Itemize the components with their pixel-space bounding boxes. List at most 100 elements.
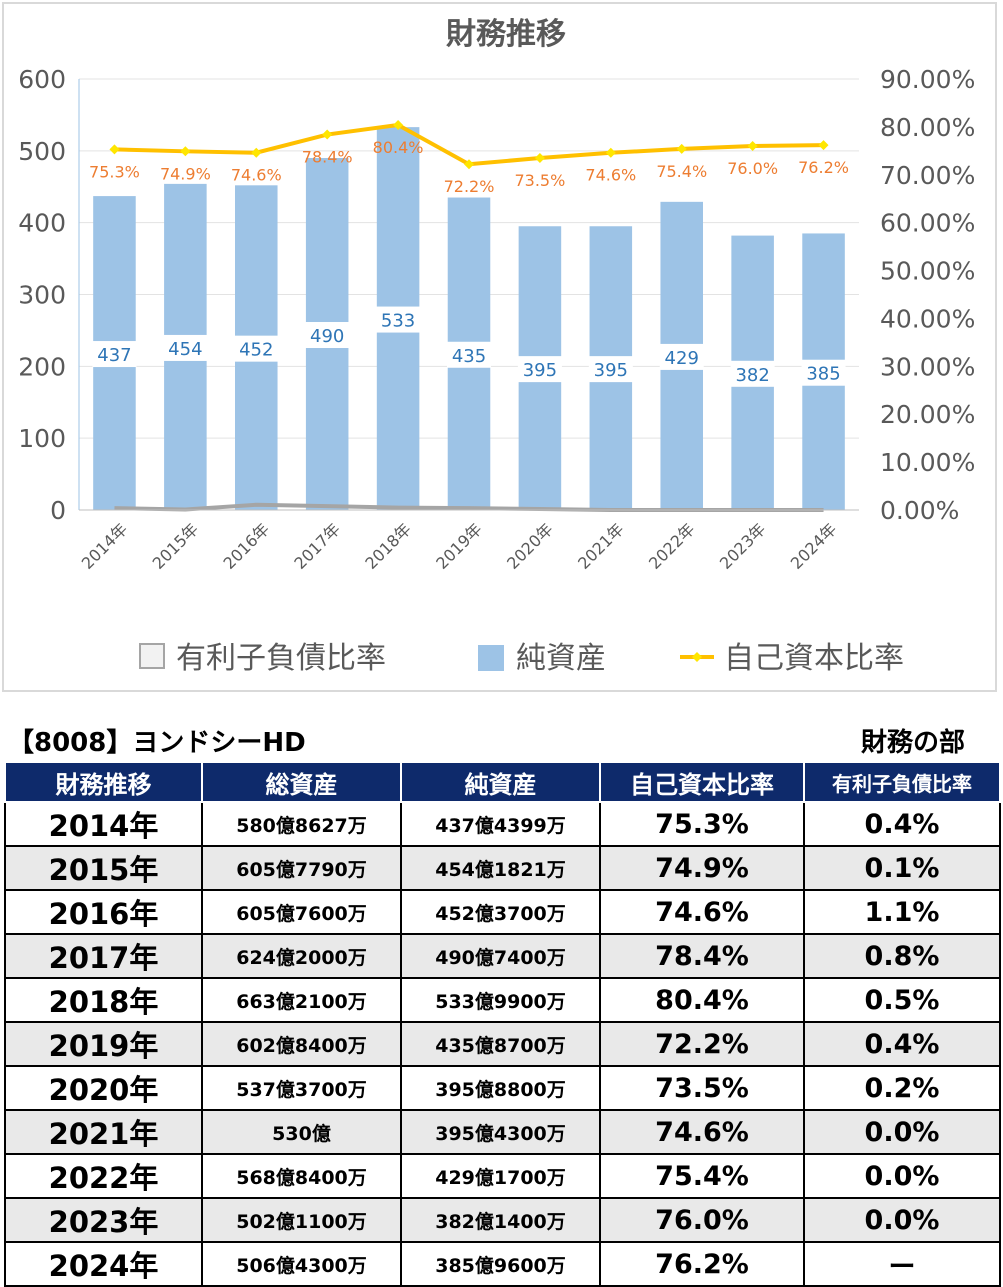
bar-data-label: 395 xyxy=(594,360,628,381)
cell-year: 2015年 xyxy=(4,845,203,891)
table-row: 2020年 537億3700万 395億8800万 73.5% 0.2% xyxy=(4,1065,1001,1111)
cell-total-assets: 506億4300万 xyxy=(201,1241,402,1287)
cell-debt-ratio: 0.1% xyxy=(803,845,1001,891)
legend-swatch-net-assets xyxy=(478,645,504,671)
right-axis-tick-label: 60.00% xyxy=(880,209,975,238)
cell-equity-ratio: 73.5% xyxy=(599,1065,805,1111)
x-axis-category-label: 2019年 xyxy=(432,519,486,573)
cell-net-assets: 454億1821万 xyxy=(400,845,601,891)
legend-label-net-assets: 純資産 xyxy=(516,641,606,676)
chart-title: 財務推移 xyxy=(446,17,566,52)
x-axis-category-label: 2018年 xyxy=(361,519,415,573)
equity-ratio-marker xyxy=(393,119,404,130)
bar-label-background xyxy=(588,356,633,383)
cell-total-assets: 605億7600万 xyxy=(201,889,402,935)
cell-year: 2016年 xyxy=(4,889,203,935)
cell-equity-ratio: 72.2% xyxy=(599,1021,805,1067)
cell-net-assets: 382億1400万 xyxy=(400,1197,601,1243)
equity-ratio-marker xyxy=(605,147,616,158)
cell-total-assets: 537億3700万 xyxy=(201,1065,402,1111)
equity-ratio-marker xyxy=(180,146,191,157)
x-axis-category-label: 2024年 xyxy=(787,519,841,573)
line-equity-ratio xyxy=(114,122,824,167)
cell-total-assets: 602億8400万 xyxy=(201,1021,402,1067)
x-axis-category-label: 2021年 xyxy=(574,519,628,573)
equity-ratio-marker xyxy=(251,147,262,158)
cell-year: 2017年 xyxy=(4,933,203,979)
bar-label-background xyxy=(659,343,704,370)
legend-label-debt-ratio: 有利子負債比率 xyxy=(176,641,386,676)
cell-net-assets: 395億4300万 xyxy=(400,1109,601,1155)
cell-total-assets: 580億8627万 xyxy=(201,801,402,847)
x-axis-category-label: 2014年 xyxy=(78,519,132,573)
bar-label-background xyxy=(305,322,350,349)
x-axis-category-label: 2015年 xyxy=(149,519,203,573)
x-axis-category-label: 2022年 xyxy=(645,519,699,573)
cell-equity-ratio: 76.0% xyxy=(599,1197,805,1243)
equity-ratio-data-label: 76.2% xyxy=(798,158,849,177)
equity-ratio-data-label: 72.2% xyxy=(444,177,495,196)
equity-ratio-data-label: 75.3% xyxy=(89,162,140,181)
cell-debt-ratio: 0.5% xyxy=(803,977,1001,1023)
equity-ratio-data-label: 74.9% xyxy=(160,164,211,183)
bar-label-background xyxy=(376,306,421,333)
cell-net-assets: 452億3700万 xyxy=(400,889,601,935)
equity-ratio-data-label: 75.4% xyxy=(656,162,707,181)
equity-ratio-marker xyxy=(818,140,829,151)
left-axis-tick-label: 300 xyxy=(18,281,66,310)
cell-total-assets: 502億1100万 xyxy=(201,1197,402,1243)
cell-total-assets: 605億7790万 xyxy=(201,845,402,891)
cell-year: 2024年 xyxy=(4,1241,203,1287)
cell-debt-ratio: ー xyxy=(803,1241,1001,1287)
cell-net-assets: 533億9900万 xyxy=(400,977,601,1023)
cell-year: 2023年 xyxy=(4,1197,203,1243)
table-row: 2016年 605億7600万 452億3700万 74.6% 1.1% xyxy=(4,889,1001,935)
x-axis-category-label: 2017年 xyxy=(290,519,344,573)
cell-debt-ratio: 0.8% xyxy=(803,933,1001,979)
bar-data-label: 429 xyxy=(665,348,699,369)
cell-net-assets: 437億4399万 xyxy=(400,801,601,847)
cell-net-assets: 435億8700万 xyxy=(400,1021,601,1067)
cell-year: 2018年 xyxy=(4,977,203,1023)
header-debt-ratio: 有利子負債比率 xyxy=(803,761,1001,803)
x-axis-category-label: 2020年 xyxy=(503,519,557,573)
cell-net-assets: 490億7400万 xyxy=(400,933,601,979)
cell-year: 2021年 xyxy=(4,1109,203,1155)
bar-label-background xyxy=(517,356,562,383)
right-axis-tick-label: 0.00% xyxy=(880,496,959,525)
legend-label-equity-ratio: 自己資本比率 xyxy=(724,641,904,676)
cell-net-assets: 385億9600万 xyxy=(400,1241,601,1287)
bar-label-background xyxy=(163,334,208,361)
left-axis-tick-label: 200 xyxy=(18,352,66,381)
bar-label-background xyxy=(92,341,137,368)
x-axis-category-label: 2023年 xyxy=(716,519,770,573)
cell-equity-ratio: 74.9% xyxy=(599,845,805,891)
equity-ratio-marker xyxy=(322,129,333,140)
table-row: 2024年 506億4300万 385億9600万 76.2% ー xyxy=(4,1241,1001,1287)
financial-table: 財務推移 総資産 純資産 自己資本比率 有利子負債比率 2014年 580億862… xyxy=(4,761,1001,1287)
bar-data-label: 533 xyxy=(381,311,415,332)
table-row: 2014年 580億8627万 437億4399万 75.3% 0.4% xyxy=(4,801,1001,847)
bar-data-label: 395 xyxy=(523,360,557,381)
cell-total-assets: 624億2000万 xyxy=(201,933,402,979)
table-row: 2021年 530億 395億4300万 74.6% 0.0% xyxy=(4,1109,1001,1155)
company-title: 【8008】ヨンドシーHD xyxy=(8,728,306,758)
cell-net-assets: 429億1700万 xyxy=(400,1153,601,1199)
table-row: 2017年 624億2000万 490億7400万 78.4% 0.8% xyxy=(4,933,1001,979)
cell-equity-ratio: 75.3% xyxy=(599,801,805,847)
equity-ratio-data-label: 80.4% xyxy=(373,138,424,157)
table-body: 2014年 580億8627万 437億4399万 75.3% 0.4% 2015年 605… xyxy=(4,801,1001,1287)
equity-ratio-marker xyxy=(747,141,758,152)
table-row: 2015年 605億7790万 454億1821万 74.9% 0.1% xyxy=(4,845,1001,891)
equity-ratio-marker xyxy=(109,144,120,155)
header-period: 財務推移 xyxy=(4,761,203,803)
left-axis-tick-label: 400 xyxy=(18,209,66,238)
bar-label-background xyxy=(447,341,491,368)
x-axis-category-label: 2016年 xyxy=(220,519,274,573)
cell-debt-ratio: 0.0% xyxy=(803,1197,1001,1243)
table-row: 2023年 502億1100万 382億1400万 76.0% 0.0% xyxy=(4,1197,1001,1243)
bar-data-label: 385 xyxy=(806,364,840,385)
equity-ratio-marker xyxy=(464,159,474,170)
header-equity-ratio: 自己資本比率 xyxy=(599,761,805,803)
left-axis-tick-label: 600 xyxy=(18,65,66,94)
